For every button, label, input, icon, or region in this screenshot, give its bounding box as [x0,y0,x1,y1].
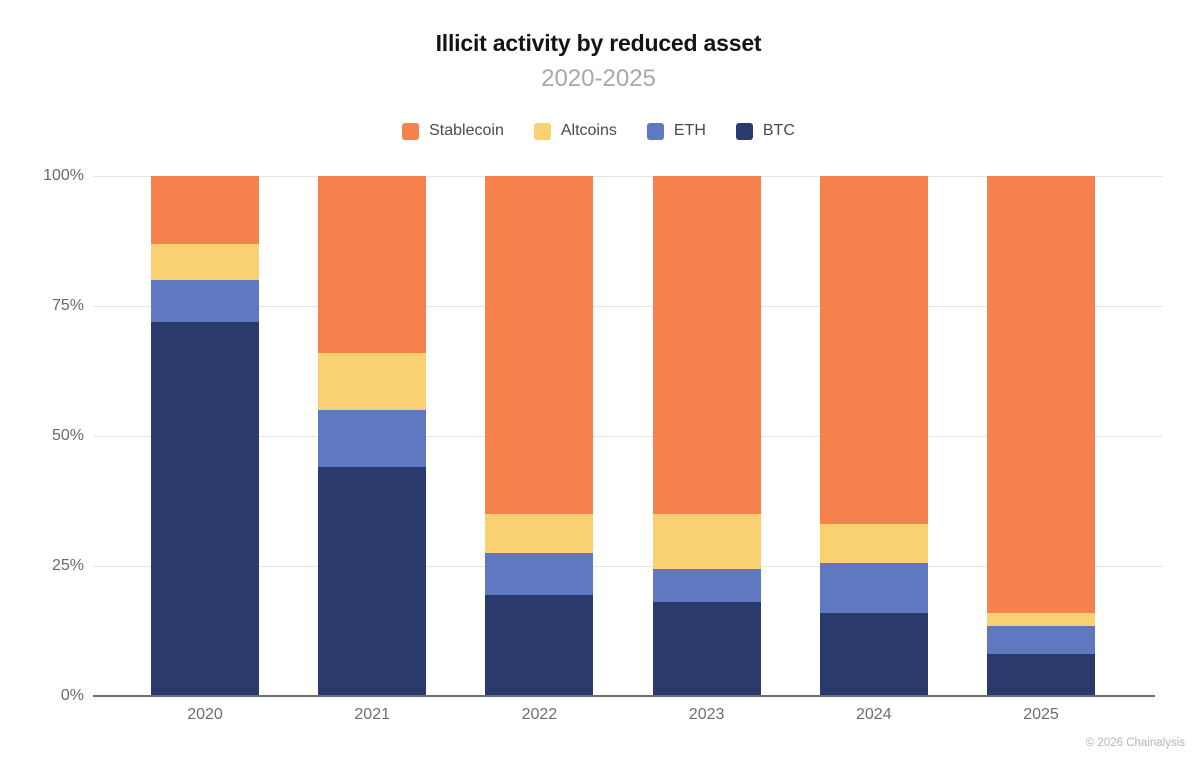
bar-segment-btc-2024 [819,612,928,696]
legend-item-altcoins: Altcoins [533,122,617,140]
bar-segment-stablecoin-2022 [485,176,594,514]
x-tick-label: 2022 [521,706,558,723]
legend-swatch-eth-icon [646,122,664,140]
bar-segment-btc-2020 [151,321,259,696]
bar-segment-stablecoin-2021 [318,176,427,353]
gridline [93,175,1163,177]
bar-segment-eth-2025 [987,625,1095,655]
y-tick-label: 50% [51,427,84,444]
bar-segment-btc-2022 [485,594,594,696]
y-tick-label: 25% [51,557,84,574]
bar-segment-eth-2023 [652,568,761,603]
legend-label-altcoins: Altcoins [560,122,617,139]
bar-segment-btc-2025 [987,654,1095,696]
legend-swatch-stablecoin-icon [402,122,420,140]
legend-label-btc: BTC [762,122,795,139]
bar-segment-altcoins-2025 [987,612,1095,626]
chart-title: Illicit activity by reduced asset [435,30,762,56]
gridline [93,565,1163,567]
bar-segment-eth-2020 [151,280,259,322]
legend-item-btc: BTC [735,122,795,140]
legend-swatch-altcoins-icon [533,122,551,140]
x-tick-label: 2025 [1023,706,1059,723]
chart-legend: Stablecoin Altcoins ETH BTC [0,122,1197,140]
gridline [93,305,1163,307]
bar-segment-stablecoin-2025 [987,176,1095,613]
legend-item-eth: ETH [646,122,706,140]
legend-label-eth: ETH [673,122,706,139]
bar-segment-stablecoin-2023 [652,176,761,514]
x-axis-line [93,695,1155,697]
bar-segment-altcoins-2020 [151,243,259,280]
y-tick-label: 100% [43,167,84,184]
bar-segment-eth-2022 [485,553,594,595]
copyright: © 2026 Chainalysis [1085,737,1185,749]
bar-segment-btc-2023 [652,602,761,696]
bar-segment-stablecoin-2020 [151,176,259,244]
legend-swatch-btc-icon [735,122,753,140]
bar-segment-altcoins-2023 [652,514,761,569]
gridline [93,435,1163,437]
bar-segment-altcoins-2021 [318,352,427,410]
x-tick-label: 2020 [187,706,223,723]
x-tick-label: 2024 [856,706,892,723]
y-tick-label: 75% [51,297,84,314]
chart-subtitle: 2020-2025 [541,65,656,92]
bar-segment-btc-2021 [318,467,427,696]
bar-segment-altcoins-2022 [485,514,594,553]
legend-label-stablecoin: Stablecoin [429,122,504,139]
legend-item-stablecoin: Stablecoin [402,122,504,140]
bar-segment-eth-2021 [318,410,427,468]
bar-segment-stablecoin-2024 [819,176,928,525]
bar-segment-altcoins-2024 [819,524,928,564]
bar-segment-eth-2024 [819,563,928,613]
y-tick-label: 0% [60,687,84,704]
x-tick-label: 2021 [354,706,390,723]
x-tick-label: 2023 [688,706,725,723]
